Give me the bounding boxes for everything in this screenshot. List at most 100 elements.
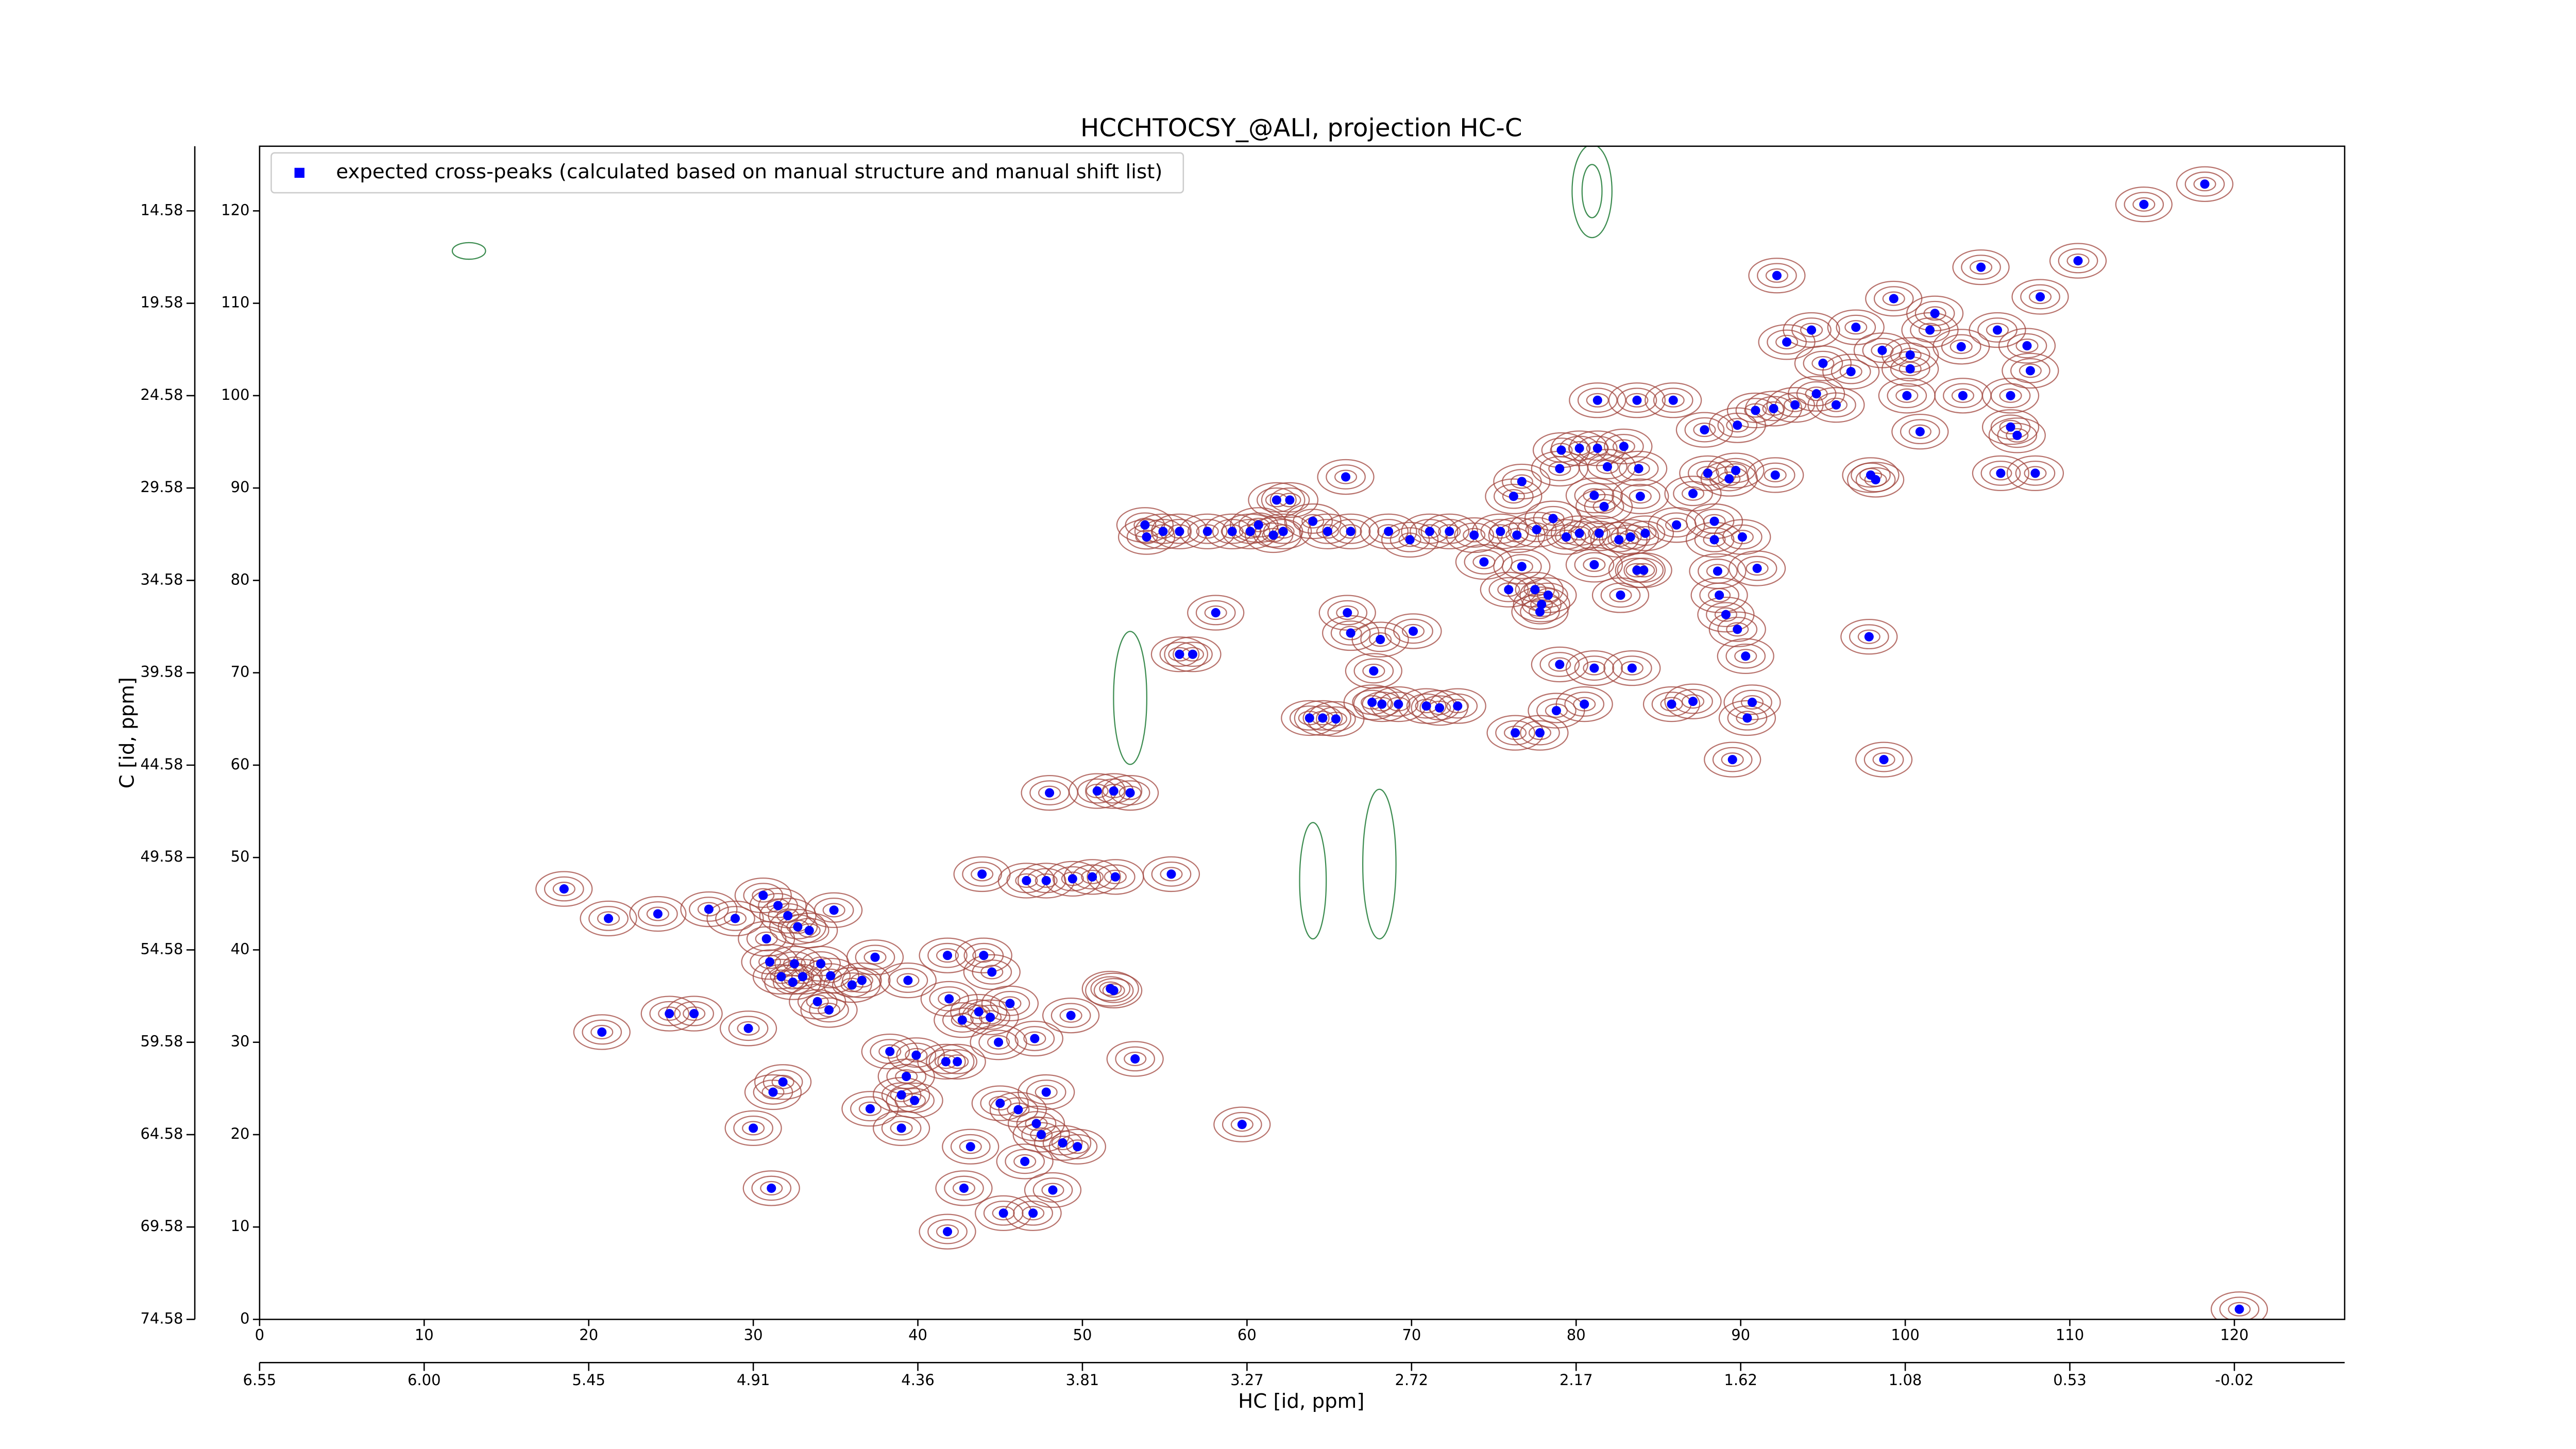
cross-peak	[783, 911, 793, 921]
cross-peak	[1005, 999, 1015, 1008]
contour	[544, 876, 584, 902]
x-axis-label: HC [id, ppm]	[1238, 1390, 1364, 1413]
cross-peak	[1769, 403, 1778, 413]
contour	[963, 954, 1021, 990]
cross-peak	[1331, 714, 1341, 724]
contour	[1844, 320, 1868, 335]
cross-peak	[1594, 528, 1604, 538]
contour	[742, 1170, 800, 1206]
cross-peak	[1517, 562, 1527, 571]
cross-peak	[911, 1050, 921, 1060]
contour	[1981, 409, 2040, 445]
cross-peak	[1688, 697, 1698, 706]
contour	[1168, 524, 1191, 539]
contour	[1816, 392, 1856, 418]
x2-tick-label: -0.02	[2215, 1371, 2253, 1389]
contour	[755, 931, 778, 946]
contour	[1438, 524, 1461, 539]
contour	[1766, 387, 1824, 423]
contour	[1015, 873, 1038, 888]
cross-peak	[943, 951, 953, 961]
contour	[926, 1049, 966, 1074]
cross-peak	[665, 1009, 674, 1019]
cross-peak	[1871, 475, 1880, 484]
cross-peak	[1879, 755, 1889, 765]
contour	[919, 1214, 976, 1250]
contour	[1617, 558, 1657, 583]
x2-tick-label: 1.08	[1889, 1371, 1922, 1389]
cross-peak	[1013, 1105, 1023, 1115]
cross-peak	[1341, 472, 1351, 482]
cross-peak	[995, 1098, 1005, 1108]
cross-peak	[1048, 1185, 1058, 1195]
cross-peak	[812, 997, 822, 1006]
contour	[1855, 467, 1896, 493]
contour	[1727, 705, 1768, 731]
contour	[1794, 345, 1852, 381]
cross-peak	[1831, 400, 1841, 410]
cross-peak	[1278, 527, 1288, 536]
contour	[2228, 1302, 2251, 1317]
cross-peak	[1905, 350, 1915, 360]
contour	[1302, 705, 1343, 731]
contour	[535, 871, 593, 907]
contour	[1732, 689, 1772, 715]
contour	[992, 1206, 1015, 1221]
contour	[1568, 441, 1591, 456]
contour	[791, 969, 815, 984]
cross-peak	[1435, 703, 1445, 713]
cross-peak	[1530, 585, 1540, 595]
contour	[917, 1043, 975, 1080]
cross-peak	[1405, 535, 1415, 545]
contour	[1124, 1051, 1147, 1066]
cross-peak	[1031, 1119, 1041, 1128]
contour	[1899, 361, 1922, 376]
contour	[2019, 363, 2042, 378]
contour	[1569, 382, 1626, 418]
cross-peak	[1227, 527, 1237, 536]
contour	[990, 991, 1030, 1016]
contour	[1013, 1200, 1054, 1226]
cross-peak	[1041, 875, 1051, 885]
cross-peak	[749, 1123, 758, 1133]
contour	[706, 900, 764, 937]
legend-marker	[294, 167, 304, 178]
cross-peak	[1574, 443, 1584, 453]
contour	[1989, 466, 2012, 481]
contour	[1160, 867, 1183, 882]
contour	[1694, 527, 1735, 552]
contour	[1118, 785, 1142, 800]
contour	[1345, 653, 1402, 689]
cross-peak	[826, 971, 836, 981]
cross-peak	[1445, 527, 1454, 536]
contour	[1736, 711, 1759, 726]
contour	[2015, 338, 2039, 353]
contour	[1571, 146, 1613, 239]
contour	[980, 965, 1004, 980]
cross-peak	[2022, 341, 2032, 351]
contour	[1090, 976, 1131, 1002]
contour	[582, 1019, 622, 1045]
contour	[1093, 978, 1134, 1003]
cross-peak	[965, 1142, 975, 1152]
cross-peak	[1724, 474, 1734, 484]
y-tick-label: 0	[240, 1309, 249, 1327]
contour	[822, 903, 845, 918]
contour	[1353, 686, 1411, 722]
contour	[1026, 1080, 1066, 1105]
contour	[1261, 482, 1319, 518]
cross-peak	[829, 905, 839, 915]
contour	[1463, 528, 1486, 543]
cross-peak	[1782, 337, 1792, 347]
contour	[1747, 457, 1804, 493]
cross-peak	[1818, 359, 1828, 368]
cross-peak	[2035, 292, 2045, 302]
y2-tick-label: 69.58	[140, 1217, 183, 1235]
contour	[1714, 607, 1738, 622]
y-tick-label: 90	[231, 478, 250, 496]
cross-peak	[1727, 755, 1737, 765]
contour	[1574, 483, 1615, 508]
cross-peak	[1574, 528, 1584, 538]
contour	[649, 1001, 690, 1026]
cross-peak	[1864, 632, 1874, 642]
